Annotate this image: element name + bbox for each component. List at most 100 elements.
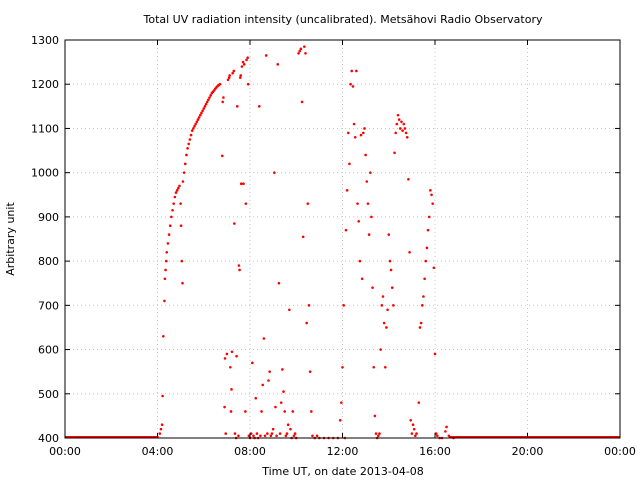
data-point: [353, 135, 357, 139]
data-point: [348, 162, 351, 166]
data-point: [240, 65, 244, 68]
grid: [65, 40, 620, 438]
data-point: [420, 304, 424, 307]
data-point: [447, 434, 451, 438]
data-point: [221, 100, 225, 104]
data-point: [160, 423, 164, 427]
data-point: [423, 277, 426, 281]
data-point: [281, 368, 284, 371]
data-point: [389, 268, 393, 272]
data-point: [223, 357, 227, 360]
data-point: [404, 131, 408, 135]
data-point: [233, 432, 237, 435]
data-point: [379, 348, 382, 351]
data-point: [402, 122, 406, 126]
data-point: [201, 109, 204, 113]
data-point: [307, 304, 311, 307]
data-point: [386, 308, 389, 312]
data-point: [412, 427, 416, 431]
data-point: [405, 135, 409, 139]
data-point: [397, 118, 401, 121]
data-point: [264, 54, 268, 57]
y-tick-label: 900: [38, 211, 59, 224]
x-tick-label: 16:00: [419, 445, 451, 458]
data-point: [370, 215, 373, 219]
data-point: [387, 233, 391, 236]
data-point: [359, 133, 363, 137]
data-point: [222, 96, 225, 99]
data-point: [308, 370, 312, 373]
data-point: [161, 394, 164, 398]
data-point: [229, 365, 232, 369]
x-tick-label: 00:00: [604, 445, 636, 458]
data-point: [244, 410, 247, 413]
data-point: [394, 131, 397, 135]
data-point: [232, 69, 236, 73]
data-point: [424, 259, 428, 263]
x-axis: 00:00 04:00 08:00 12:00 16:00 20:00 00:00: [49, 40, 636, 458]
data-point: [188, 138, 192, 141]
data-point: [242, 182, 245, 186]
y-tick-label: 1100: [31, 122, 59, 135]
data-point: [261, 383, 265, 387]
data-point: [415, 432, 418, 435]
data-point: [429, 189, 432, 192]
data-point: [245, 58, 248, 62]
data-point: [271, 427, 275, 431]
data-point: [165, 250, 169, 254]
data-point: [341, 365, 344, 369]
data-point: [269, 434, 273, 438]
data-point: [432, 266, 436, 270]
data-point: [249, 432, 253, 435]
data-point: [189, 133, 193, 137]
x-tick-label: 08:00: [234, 445, 266, 458]
data-point: [400, 120, 403, 124]
data-point: [267, 379, 270, 382]
data-point: [230, 388, 233, 391]
chart-title: Total UV radiation intensity (uncalibrat…: [143, 13, 543, 26]
data-point: [289, 427, 292, 431]
y-tick-label: 1200: [31, 78, 59, 91]
data-point: [164, 268, 167, 272]
x-tick-label: 20:00: [512, 445, 544, 458]
y-tick-label: 500: [38, 388, 59, 401]
data-point: [187, 142, 191, 146]
data-point: [252, 434, 255, 438]
data-point: [425, 246, 429, 250]
data-point: [344, 228, 348, 232]
data-point: [444, 430, 447, 433]
data-point: [207, 98, 210, 101]
x-tick-label: 12:00: [327, 445, 359, 458]
data-point: [401, 129, 404, 132]
data-point: [299, 47, 303, 51]
data-point: [170, 215, 173, 219]
data-point: [242, 63, 246, 66]
data-point: [166, 242, 170, 245]
data-point: [407, 178, 410, 181]
data-point: [209, 93, 212, 97]
data-point: [304, 51, 307, 55]
data-point: [342, 304, 345, 307]
data-point: [272, 171, 276, 174]
data-point: [200, 111, 203, 115]
data-point: [340, 401, 343, 404]
data-point: [218, 82, 222, 86]
data-point: [288, 308, 291, 312]
data-point: [198, 113, 202, 117]
data-point: [371, 286, 374, 289]
data-point: [373, 414, 377, 418]
data-point: [434, 432, 438, 435]
data-point: [263, 434, 267, 438]
data-point: [390, 286, 394, 289]
data-point: [282, 390, 285, 393]
data-point: [374, 432, 378, 435]
data-point: [422, 295, 425, 298]
data-point: [301, 235, 305, 239]
data-point: [204, 102, 208, 106]
y-tick-label: 700: [38, 299, 59, 312]
y-tick-label: 800: [38, 255, 59, 268]
data-point: [367, 233, 371, 236]
data-point: [163, 277, 167, 281]
data-point: [356, 202, 359, 205]
data-point: [239, 74, 243, 77]
